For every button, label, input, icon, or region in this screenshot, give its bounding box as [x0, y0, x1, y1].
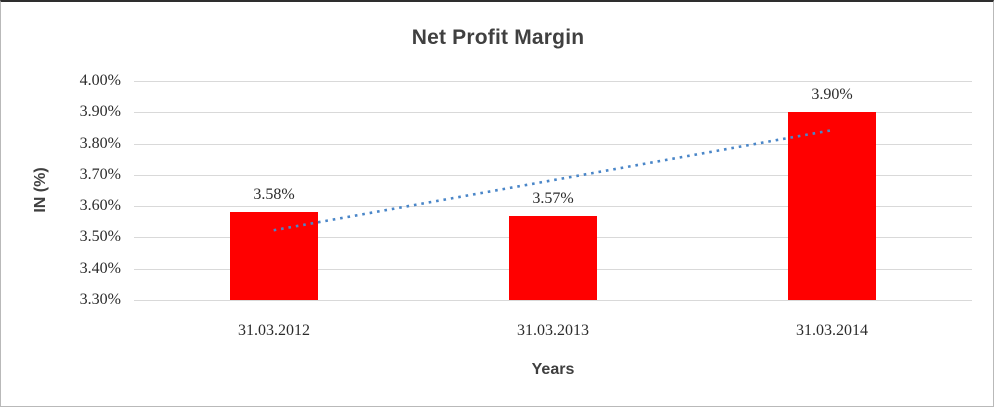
bar-31.03.2012	[230, 212, 318, 300]
trendline-dotted-line	[273, 128, 833, 232]
trendline	[273, 128, 833, 232]
gridline	[134, 206, 972, 207]
gridline	[134, 175, 972, 176]
y-tick-label: 3.80%	[79, 135, 121, 152]
chart-title: Net Profit Margin	[411, 26, 585, 49]
bar-31.03.2013	[509, 216, 597, 300]
y-tick-label: 3.60%	[79, 197, 121, 214]
gridline	[134, 112, 972, 113]
y-tick-label: 3.70%	[79, 166, 121, 183]
data-label: 3.90%	[811, 86, 853, 103]
x-tick-label: 31.03.2014	[796, 322, 868, 339]
y-tick-label: 3.30%	[79, 291, 121, 308]
plot-area	[134, 81, 972, 301]
y-tick-label: 3.40%	[79, 260, 121, 277]
data-label: 3.57%	[532, 190, 574, 207]
gridline	[134, 300, 972, 301]
x-tick-label: 31.03.2012	[238, 322, 310, 339]
x-tick-label: 31.03.2013	[517, 322, 589, 339]
bar-31.03.2014	[788, 112, 876, 300]
y-tick-label: 3.90%	[79, 103, 121, 120]
gridline	[134, 144, 972, 145]
y-tick-label: 4.00%	[79, 72, 121, 89]
y-axis-title: IN (%)	[32, 167, 49, 213]
gridline	[134, 81, 972, 82]
data-label: 3.58%	[253, 186, 295, 203]
y-tick-label: 3.50%	[79, 228, 121, 245]
x-axis-title: Years	[531, 361, 575, 378]
